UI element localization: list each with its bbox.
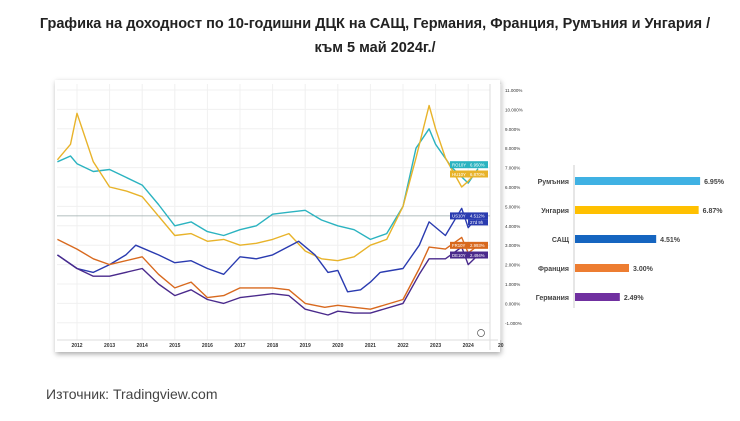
y-tick-label: 10.000% — [505, 107, 523, 112]
series-label-bg — [450, 241, 488, 249]
x-tick-label: 2023 — [430, 343, 441, 349]
y-tick-label: 3.000% — [505, 243, 520, 248]
series-value-label: 2.993% — [470, 243, 485, 248]
series-name-label: DE10Y — [452, 253, 466, 258]
y-tick-label: 1.000% — [505, 282, 520, 287]
source-note: Източник: Tradingview.com — [46, 386, 218, 402]
series-line-fr10y — [57, 236, 479, 310]
bar-4 — [575, 293, 620, 301]
page-title: Графика на доходност по 10-годишни ДЦК н… — [39, 16, 711, 56]
series-name-label: FR10Y — [452, 243, 466, 248]
x-tick-label: 2022 — [397, 343, 408, 349]
series-line-ro10y — [57, 128, 479, 241]
x-tick-label: 2021 — [365, 343, 376, 349]
bar-category-label: Германия — [536, 295, 569, 302]
series-label-bg — [450, 251, 488, 259]
x-tick-label: 2020 — [332, 343, 343, 349]
x-tick-label: 2017 — [234, 343, 245, 349]
series-name-label: US10Y — [452, 214, 466, 219]
y-tick-label: 9.000% — [505, 127, 520, 132]
series-label-bg — [450, 161, 488, 169]
series-value-label: 6.870% — [470, 172, 485, 177]
countdown-label: 27d 9h — [470, 220, 484, 225]
y-tick-label: 2.000% — [505, 263, 520, 268]
bar-category-label: Румъния — [538, 179, 569, 186]
x-tick-label: 2013 — [104, 343, 115, 349]
x-tick-label: 2018 — [267, 343, 278, 349]
x-tick-label: 2016 — [202, 343, 213, 349]
series-line-us10y — [57, 207, 479, 293]
series-value-label: 6.950% — [470, 162, 485, 167]
series-name-label: RO10Y — [452, 162, 466, 167]
bar-0 — [575, 177, 701, 185]
x-tick-label: 2024 — [463, 343, 474, 349]
series-line-de10y — [57, 246, 479, 316]
countdown-bg — [468, 219, 488, 226]
bar-value-label: 6.95% — [704, 179, 725, 186]
bar-value-label: 3.00% — [633, 266, 654, 273]
bar-value-label: 2.49% — [624, 295, 645, 302]
series-label-bg — [450, 212, 488, 220]
series-value-label: 4.512% — [470, 214, 485, 219]
bar-category-label: САЩ — [552, 237, 570, 244]
y-tick-label: 7.000% — [505, 166, 520, 171]
series-name-label: HU10Y — [452, 172, 466, 177]
bar-3 — [575, 264, 629, 272]
bar-category-label: Унгария — [541, 208, 569, 215]
series-label-bg — [450, 170, 488, 178]
bar-value-label: 4.51% — [660, 237, 681, 244]
y-tick-label: 4.000% — [505, 224, 520, 229]
x-tick-label: 2015 — [169, 343, 180, 349]
y-tick-label: 0.000% — [505, 301, 520, 306]
y-tick-label: 8.000% — [505, 146, 520, 151]
x-tick-label: 20 — [498, 343, 504, 349]
bar-category-label: Франция — [538, 266, 569, 273]
bar-value-label: 6.87% — [703, 208, 724, 215]
series-line-hu10y — [56, 104, 479, 262]
x-tick-label: 2014 — [137, 343, 148, 349]
x-tick-label: 2019 — [300, 343, 311, 349]
y-tick-label: 11.000% — [505, 88, 522, 93]
y-tick-label: 5.000% — [505, 204, 520, 209]
y-tick-label: 6.000% — [505, 185, 520, 190]
event-marker-icon — [477, 329, 485, 337]
series-value-label: 2.494% — [470, 253, 485, 258]
y-tick-label: -1.000% — [505, 321, 522, 326]
x-tick-label: 2012 — [71, 343, 82, 349]
bar-2 — [575, 235, 657, 243]
bar-1 — [575, 206, 699, 214]
